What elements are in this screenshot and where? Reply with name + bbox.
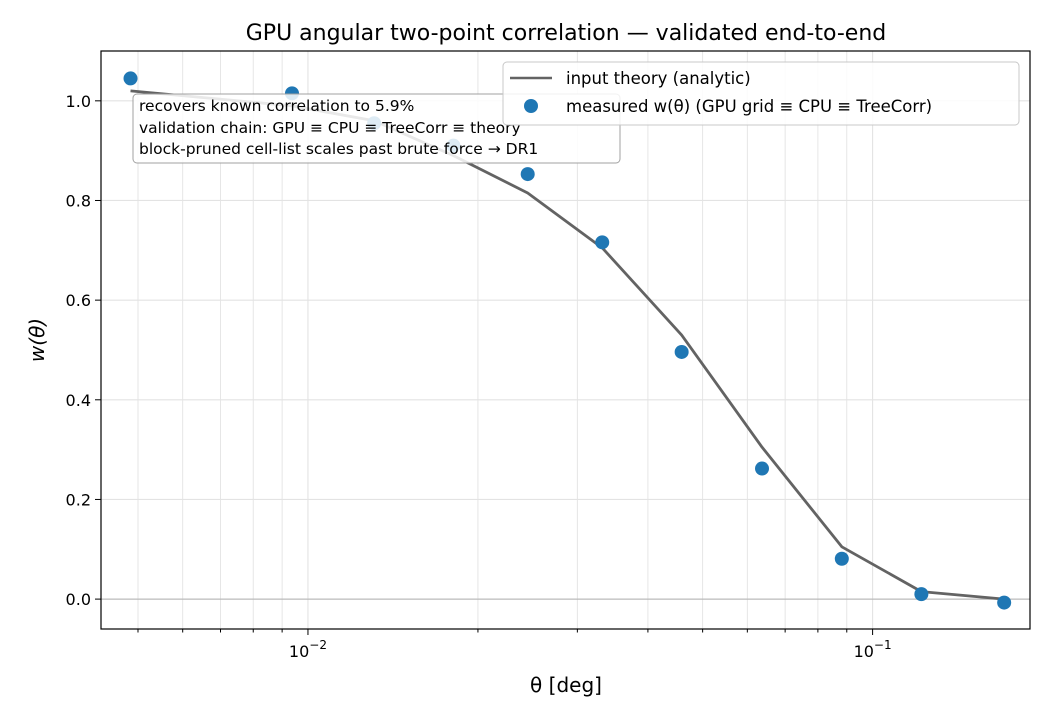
annotation-frame — [132, 93, 621, 164]
annotation-line-1: recovers known correlation to 5.9% — [139, 97, 414, 115]
y-tick-label: 0.6 — [66, 291, 91, 310]
annotation-line-3: block-pruned cell-list scales past brute… — [139, 140, 538, 158]
x-tick-base: 10 — [854, 642, 874, 661]
y-tick-label: 0.8 — [66, 191, 91, 210]
y-tick-label: 1.0 — [66, 92, 91, 111]
measured-point — [834, 551, 849, 566]
legend-frame — [502, 61, 1020, 126]
y-axis-title: w(θ) — [25, 318, 49, 362]
axes-frame — [100, 50, 1031, 630]
annotation-box: recovers known correlation to 5.9% valid… — [132, 93, 621, 164]
chart-title: GPU angular two-point correlation — vali… — [246, 21, 886, 46]
measured-point — [595, 235, 610, 250]
x-tick-label: 10−1 — [854, 638, 892, 661]
y-tick-label: 0.4 — [66, 391, 91, 410]
legend-label-measured: measured w(θ) (GPU grid ≡ CPU ≡ TreeCorr… — [566, 97, 932, 116]
x-tick-exponent: −2 — [309, 638, 327, 652]
annotation-line-2: validation chain: GPU ≡ CPU ≡ TreeCorr ≡… — [139, 119, 521, 137]
ticks: 0.00.20.40.60.81.010−2 10−1 — [66, 92, 892, 661]
measured-point — [674, 344, 689, 359]
y-tick-label: 0.2 — [66, 490, 91, 509]
x-axis-title: θ [deg] — [530, 673, 602, 697]
legend-label-theory: input theory (analytic) — [566, 69, 751, 88]
measured-point — [997, 595, 1012, 610]
measured-point — [520, 167, 535, 182]
x-tick-base: 10 — [289, 642, 309, 661]
measured-point — [123, 71, 138, 86]
y-tick-label: 0.0 — [66, 590, 91, 609]
legend: input theory (analytic) measured w(θ) (G… — [502, 61, 1020, 126]
measured-point — [755, 461, 770, 476]
x-tick-label: 10−2 — [289, 638, 327, 661]
measured-point — [914, 587, 929, 602]
x-tick-exponent: −1 — [874, 638, 892, 652]
legend-swatch-measured — [524, 99, 538, 113]
